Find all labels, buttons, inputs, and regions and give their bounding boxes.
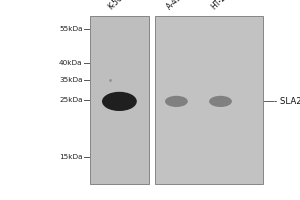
Text: HT-29: HT-29: [209, 0, 231, 11]
Text: - SLA2: - SLA2: [274, 97, 300, 106]
Bar: [90, 16, 148, 184]
Text: 35kDa: 35kDa: [59, 77, 82, 83]
Ellipse shape: [102, 92, 137, 111]
Bar: [154, 16, 262, 184]
Text: K-562: K-562: [106, 0, 128, 11]
Ellipse shape: [209, 96, 232, 107]
Ellipse shape: [165, 96, 188, 107]
Text: 40kDa: 40kDa: [59, 60, 82, 66]
Text: A-431: A-431: [165, 0, 187, 11]
Text: 25kDa: 25kDa: [59, 97, 82, 103]
Text: 55kDa: 55kDa: [59, 26, 82, 32]
Text: 15kDa: 15kDa: [59, 154, 82, 160]
